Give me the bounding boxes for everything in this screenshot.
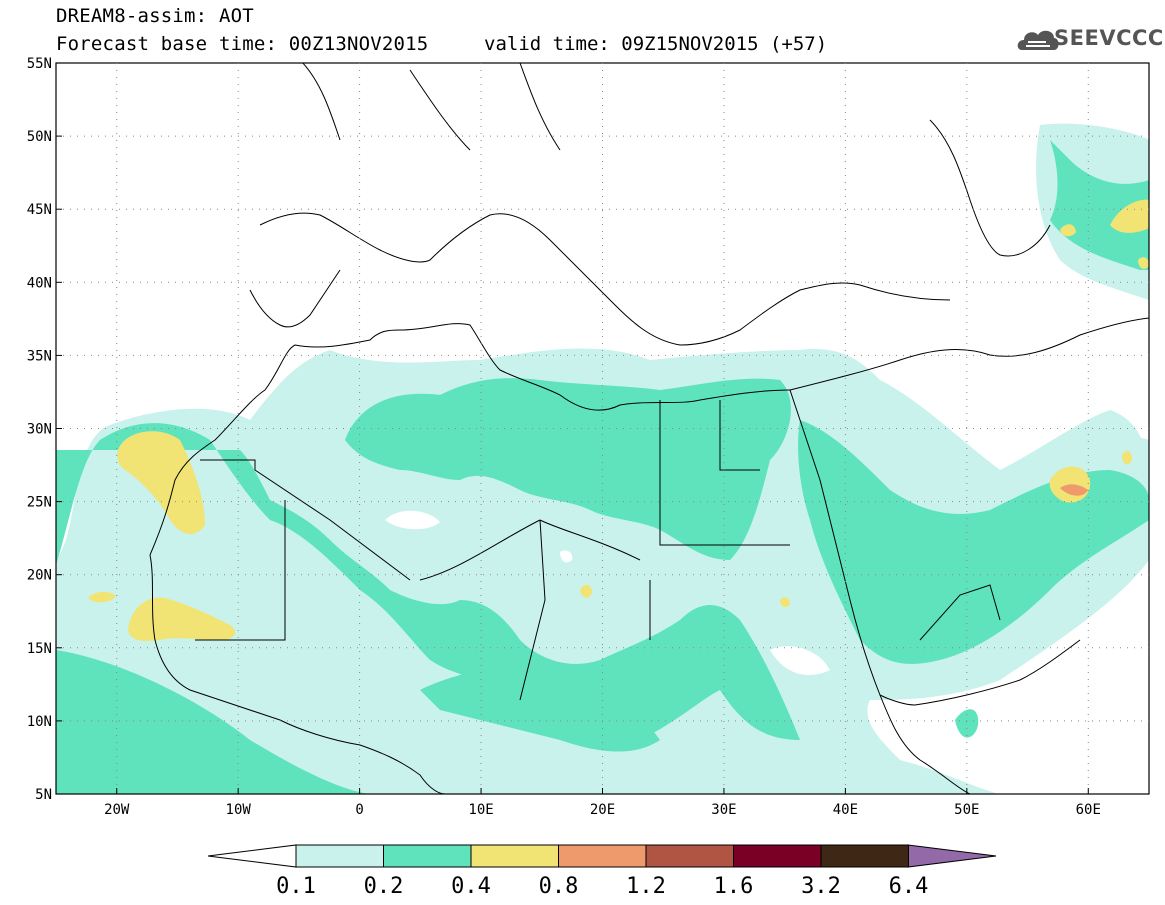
lat-label: 30N: [27, 422, 52, 438]
colorbar-under-arrow: [207, 844, 297, 868]
lat-label: 40N: [27, 275, 52, 291]
contour-04-mali: [580, 584, 592, 598]
colorbar-label: 3.2: [801, 874, 841, 899]
contour-04-caspian-east: [1110, 199, 1149, 233]
coastlines: [149, 63, 1149, 794]
lon-label: 20E: [590, 802, 615, 818]
contour-04-sudan: [780, 597, 790, 608]
colorbar-label: 0.2: [364, 874, 404, 899]
colorbar-label: 0.1: [276, 874, 316, 899]
contour-02-horn: [955, 709, 979, 738]
lon-label: 40E: [833, 802, 858, 818]
latitude-labels: 55N 50N 45N 40N 35N 30N 25N 20N 15N 10N 5N: [27, 56, 62, 803]
colorbar-label: 1.2: [626, 874, 666, 899]
lat-label: 15N: [27, 641, 52, 657]
lon-label: 60E: [1076, 802, 1101, 818]
cloud-icon: [1017, 30, 1059, 50]
lat-label: 45N: [27, 202, 52, 218]
contour-04-arabia: [1138, 257, 1149, 269]
contour-04-canary: [117, 431, 205, 535]
lon-label: 0: [355, 802, 363, 818]
colorbar-swatch: [820, 844, 909, 868]
colorbar-swatch: [645, 844, 734, 868]
contour-04-caspian-west: [1060, 224, 1076, 237]
contour-02-sahel: [420, 666, 660, 752]
product-title: DREAM8-assim: AOT: [56, 5, 254, 27]
lon-label: 20W: [104, 802, 130, 818]
lon-label: 10E: [468, 802, 493, 818]
colorbar-swatch: [733, 844, 822, 868]
contour-04-iran: [1122, 450, 1132, 465]
lon-label: 30E: [711, 802, 736, 818]
lat-label: 5N: [35, 787, 52, 803]
colorbar-swatch: [470, 844, 559, 868]
lat-label: 10N: [27, 714, 52, 730]
aot-contours: [56, 123, 1149, 794]
lat-label: 20N: [27, 568, 52, 584]
colorbar-over-arrow: [907, 844, 997, 868]
contour-02-caspian: [1050, 140, 1149, 270]
lon-label: 10W: [226, 802, 252, 818]
gridlines: [56, 63, 1149, 794]
colorbar-label: 0.8: [539, 874, 579, 899]
colorbar: 0.1 0.2 0.4 0.8 1.2 1.6 3.2 6.4: [207, 844, 997, 899]
lon-label: 50E: [954, 802, 979, 818]
contour-04-senegal: [128, 597, 236, 641]
lat-label: 35N: [27, 348, 52, 364]
colorbar-label: 1.6: [714, 874, 754, 899]
lat-label: 50N: [27, 129, 52, 145]
contour-04-mauritania: [88, 591, 116, 603]
seevccc-logo-text: SEEVCCC: [1054, 26, 1164, 50]
contour-holes: [385, 510, 830, 676]
colorbar-label: 6.4: [889, 874, 929, 899]
contour-02-sahara: [345, 378, 791, 560]
colorbar-swatch: [295, 844, 384, 868]
colorbar-swatch: [558, 844, 647, 868]
lat-label: 25N: [27, 495, 52, 511]
lat-label: 55N: [27, 56, 52, 72]
longitude-labels: 20W 10W 0 10E 20E 30E 40E 50E 60E: [104, 788, 1101, 818]
forecast-base-time: Forecast base time: 00Z13NOV2015: [56, 33, 429, 55]
colorbar-label: 0.4: [451, 874, 491, 899]
colorbar-swatch: [383, 844, 472, 868]
valid-time: valid time: 09Z15NOV2015 (+57): [484, 33, 828, 55]
contour-08-oman: [1060, 484, 1088, 496]
